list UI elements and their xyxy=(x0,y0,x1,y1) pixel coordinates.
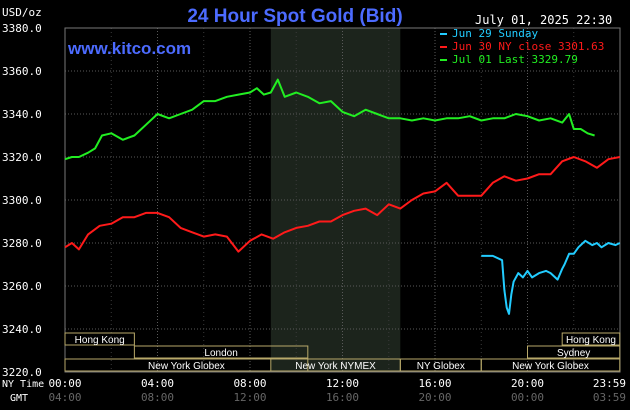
y-tick-label: 3220.0 xyxy=(2,366,42,379)
y-tick-label: 3280.0 xyxy=(2,237,42,250)
x-tick-label-ny: 20:00 xyxy=(511,377,544,390)
y-unit-label: USD/oz xyxy=(2,6,42,19)
session-bar-box xyxy=(561,332,621,346)
x-tick-label-gmt: 20:00 xyxy=(418,391,451,404)
session-bar: Hong Kong xyxy=(64,332,135,346)
session-bar-label: Sydney xyxy=(557,348,590,359)
session-bar-box xyxy=(480,358,621,372)
y-tick-label: 3260.0 xyxy=(2,280,42,293)
y-tick-label: 3340.0 xyxy=(2,108,42,121)
label-layer: USD/oz 24 Hour Spot Gold (Bid) www.kitco… xyxy=(2,6,612,404)
session-bar-label: New York Globex xyxy=(148,361,225,372)
series-line-3 xyxy=(64,78,595,161)
plot-frame xyxy=(64,27,621,373)
session-bar: New York Globex xyxy=(64,358,309,372)
session-bar: New York Globex xyxy=(480,358,621,372)
session-bar: Hong Kong xyxy=(561,332,621,346)
session-bar-label: Hong Kong xyxy=(75,335,125,346)
y-tick-label: 3360.0 xyxy=(2,65,42,78)
x-axis-label-ny: NY Time xyxy=(2,379,44,390)
y-tick-label: 3240.0 xyxy=(2,323,42,336)
session-bar-label: London xyxy=(204,348,237,359)
session-bar-box xyxy=(133,345,309,359)
session-bar-label: Hong Kong xyxy=(566,335,616,346)
session-bar-box xyxy=(64,358,309,372)
x-tick-label-gmt: 03:59 xyxy=(593,391,626,404)
legend-entry: Jun 30 NY close 3301.63 xyxy=(452,40,604,53)
x-tick-label-ny: 04:00 xyxy=(141,377,174,390)
session-bar-box xyxy=(527,345,621,359)
series-line-1 xyxy=(481,239,621,315)
series-layer xyxy=(64,78,621,315)
legend-entry: Jun 29 Sunday xyxy=(452,27,538,40)
session-bar: Sydney xyxy=(527,345,621,359)
x-tick-label-gmt: 16:00 xyxy=(326,391,359,404)
x-tick-label-gmt: 08:00 xyxy=(141,391,174,404)
x-axis-label-gmt: GMT xyxy=(10,393,28,404)
x-tick-label-gmt: 04:00 xyxy=(48,391,81,404)
date-label: July 01, 2025 22:30 xyxy=(475,13,612,27)
y-tick-label: 3380.0 xyxy=(2,22,42,35)
series-line-2 xyxy=(64,156,620,253)
session-bar-label: NY Globex xyxy=(417,361,465,372)
session-bar: London xyxy=(133,345,309,359)
x-tick-label-ny: 23:59 xyxy=(593,377,626,390)
x-tick-label-gmt: 12:00 xyxy=(233,391,266,404)
session-bar-label: New York NYMEX xyxy=(295,361,376,372)
x-tick-label-gmt: 00:00 xyxy=(511,391,544,404)
axis-ticks: 3380.0 3360.0 3340.0 3320.0 3300.0 3280.0 3260… xyxy=(2,22,626,404)
session-bar-label: New York Globex xyxy=(512,361,589,372)
grid-layer xyxy=(64,27,621,373)
y-tick-label: 3320.0 xyxy=(2,151,42,164)
source-label: www.kitco.com xyxy=(67,39,191,58)
x-tick-label-ny: 12:00 xyxy=(326,377,359,390)
chart-title: 24 Hour Spot Gold (Bid) xyxy=(187,6,402,27)
y-tick-label: 3300.0 xyxy=(2,194,42,207)
session-layer: Hong Kong London New York Globex New York N… xyxy=(64,332,621,372)
x-tick-label-ny: 00:00 xyxy=(48,377,81,390)
legend-entry: Jul 01 Last 3329.79 xyxy=(452,53,578,66)
x-tick-label-ny: 08:00 xyxy=(233,377,266,390)
x-tick-label-ny: 16:00 xyxy=(418,377,451,390)
session-bar-box xyxy=(64,332,135,346)
